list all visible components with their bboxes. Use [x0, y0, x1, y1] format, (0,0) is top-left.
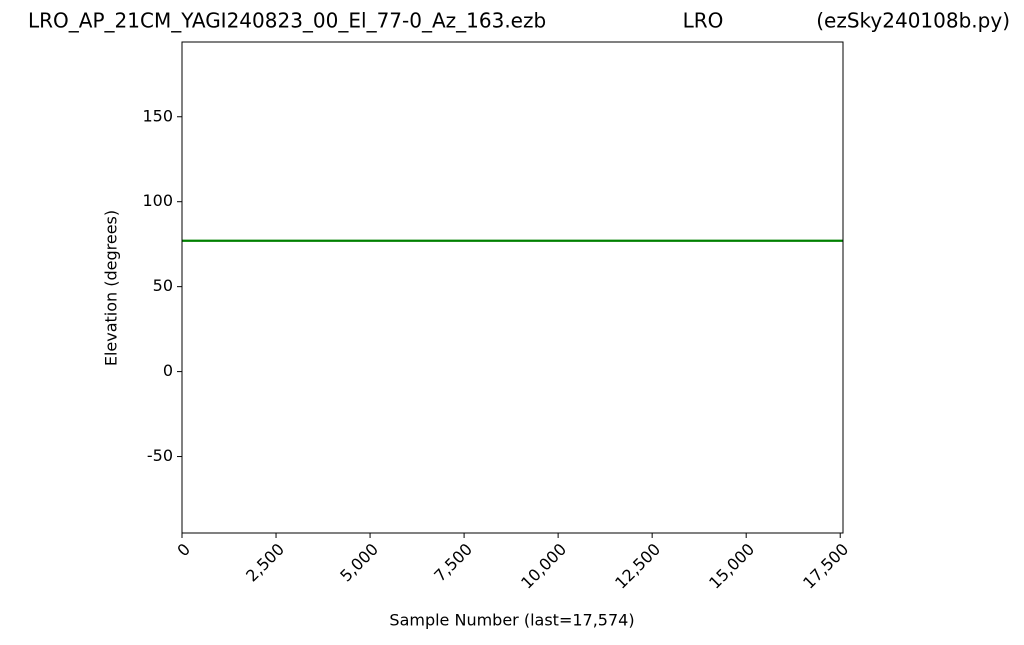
- chart-title: LRO: [683, 9, 724, 33]
- y-tick-label: 150: [142, 106, 173, 125]
- x-tick-label: 7,500: [430, 540, 476, 586]
- y-tick-label: 0: [163, 361, 173, 380]
- x-tick-label: 17,500: [799, 540, 852, 593]
- x-tick-label: 2,500: [242, 540, 288, 586]
- y-tick-label: 100: [142, 191, 173, 210]
- y-tick-label: 50: [153, 276, 173, 295]
- y-axis-label: Elevation (degrees): [102, 210, 121, 366]
- y-tick-label: -50: [147, 446, 173, 465]
- x-axis-label: Sample Number (last=17,574): [389, 611, 634, 630]
- chart-title: LRO_AP_21CM_YAGI240823_00_El_77-0_Az_163…: [28, 9, 546, 33]
- chart-title: (ezSky240108b.py): [816, 9, 1010, 33]
- x-tick-label: 15,000: [705, 540, 758, 593]
- x-tick-label: 0: [173, 540, 194, 561]
- x-tick-label: 10,000: [517, 540, 570, 593]
- x-tick-label: 12,500: [611, 540, 664, 593]
- x-tick-label: 5,000: [336, 540, 382, 586]
- plot-frame: [181, 41, 844, 534]
